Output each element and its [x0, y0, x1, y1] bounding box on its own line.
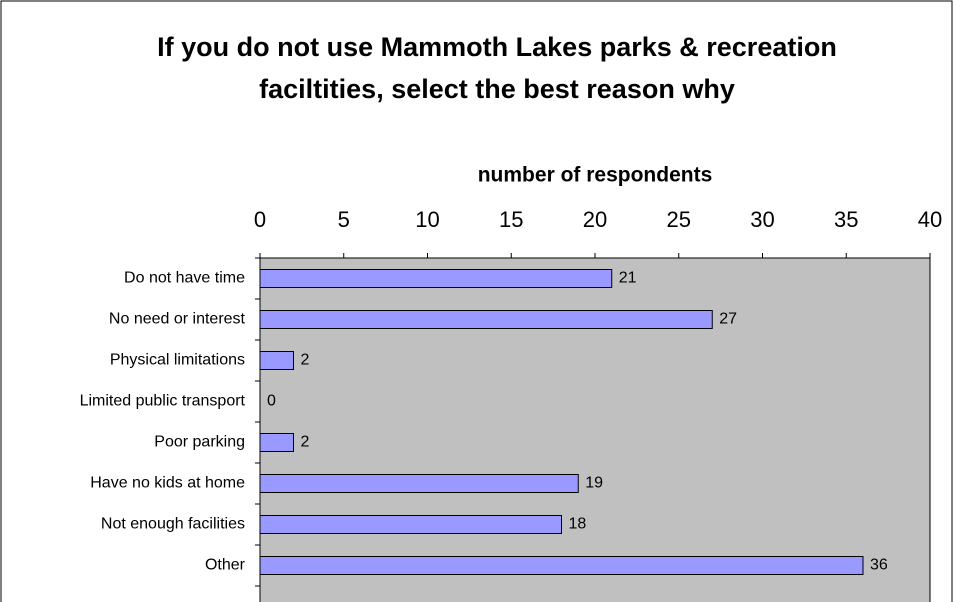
value-label: 0	[267, 393, 276, 410]
y-tick-label: Other	[205, 557, 246, 574]
value-label: 2	[301, 352, 310, 369]
x-tick-label: 5	[338, 207, 350, 232]
value-label: 36	[870, 557, 888, 574]
bar	[259, 269, 613, 288]
y-tick-label: Have no kids at home	[90, 475, 245, 492]
x-tick-label: 10	[415, 207, 439, 232]
value-label: 27	[719, 311, 737, 328]
y-tick-label: Limited public transport	[80, 393, 246, 410]
bar	[259, 515, 562, 534]
x-tick-label: 15	[499, 207, 523, 232]
bar	[259, 351, 294, 370]
y-tick-label: Do not have time	[124, 270, 245, 287]
x-tick-label: 20	[583, 207, 607, 232]
plot-area	[259, 257, 931, 602]
x-tick-label: 35	[834, 207, 858, 232]
x-tick-label: 25	[667, 207, 691, 232]
y-tick-label: Physical limitations	[110, 352, 245, 369]
y-tick-label: Poor parking	[154, 434, 245, 451]
value-label: 21	[619, 270, 637, 287]
bar	[259, 474, 579, 493]
x-tick-label: 0	[254, 207, 266, 232]
x-tick-label: 40	[918, 207, 942, 232]
bar	[259, 433, 294, 452]
value-label: 18	[569, 516, 587, 533]
bar	[259, 310, 713, 329]
axis-title: number of respondents	[478, 164, 713, 187]
value-label: 19	[585, 475, 603, 492]
y-tick-label: No need or interest	[109, 311, 246, 328]
x-tick-label: 30	[750, 207, 774, 232]
chart-title: If you do not use Mammoth Lakes parks & …	[157, 32, 837, 104]
y-tick-label: Not enough facilities	[101, 516, 245, 533]
value-label: 2	[301, 434, 310, 451]
bar	[259, 556, 864, 575]
